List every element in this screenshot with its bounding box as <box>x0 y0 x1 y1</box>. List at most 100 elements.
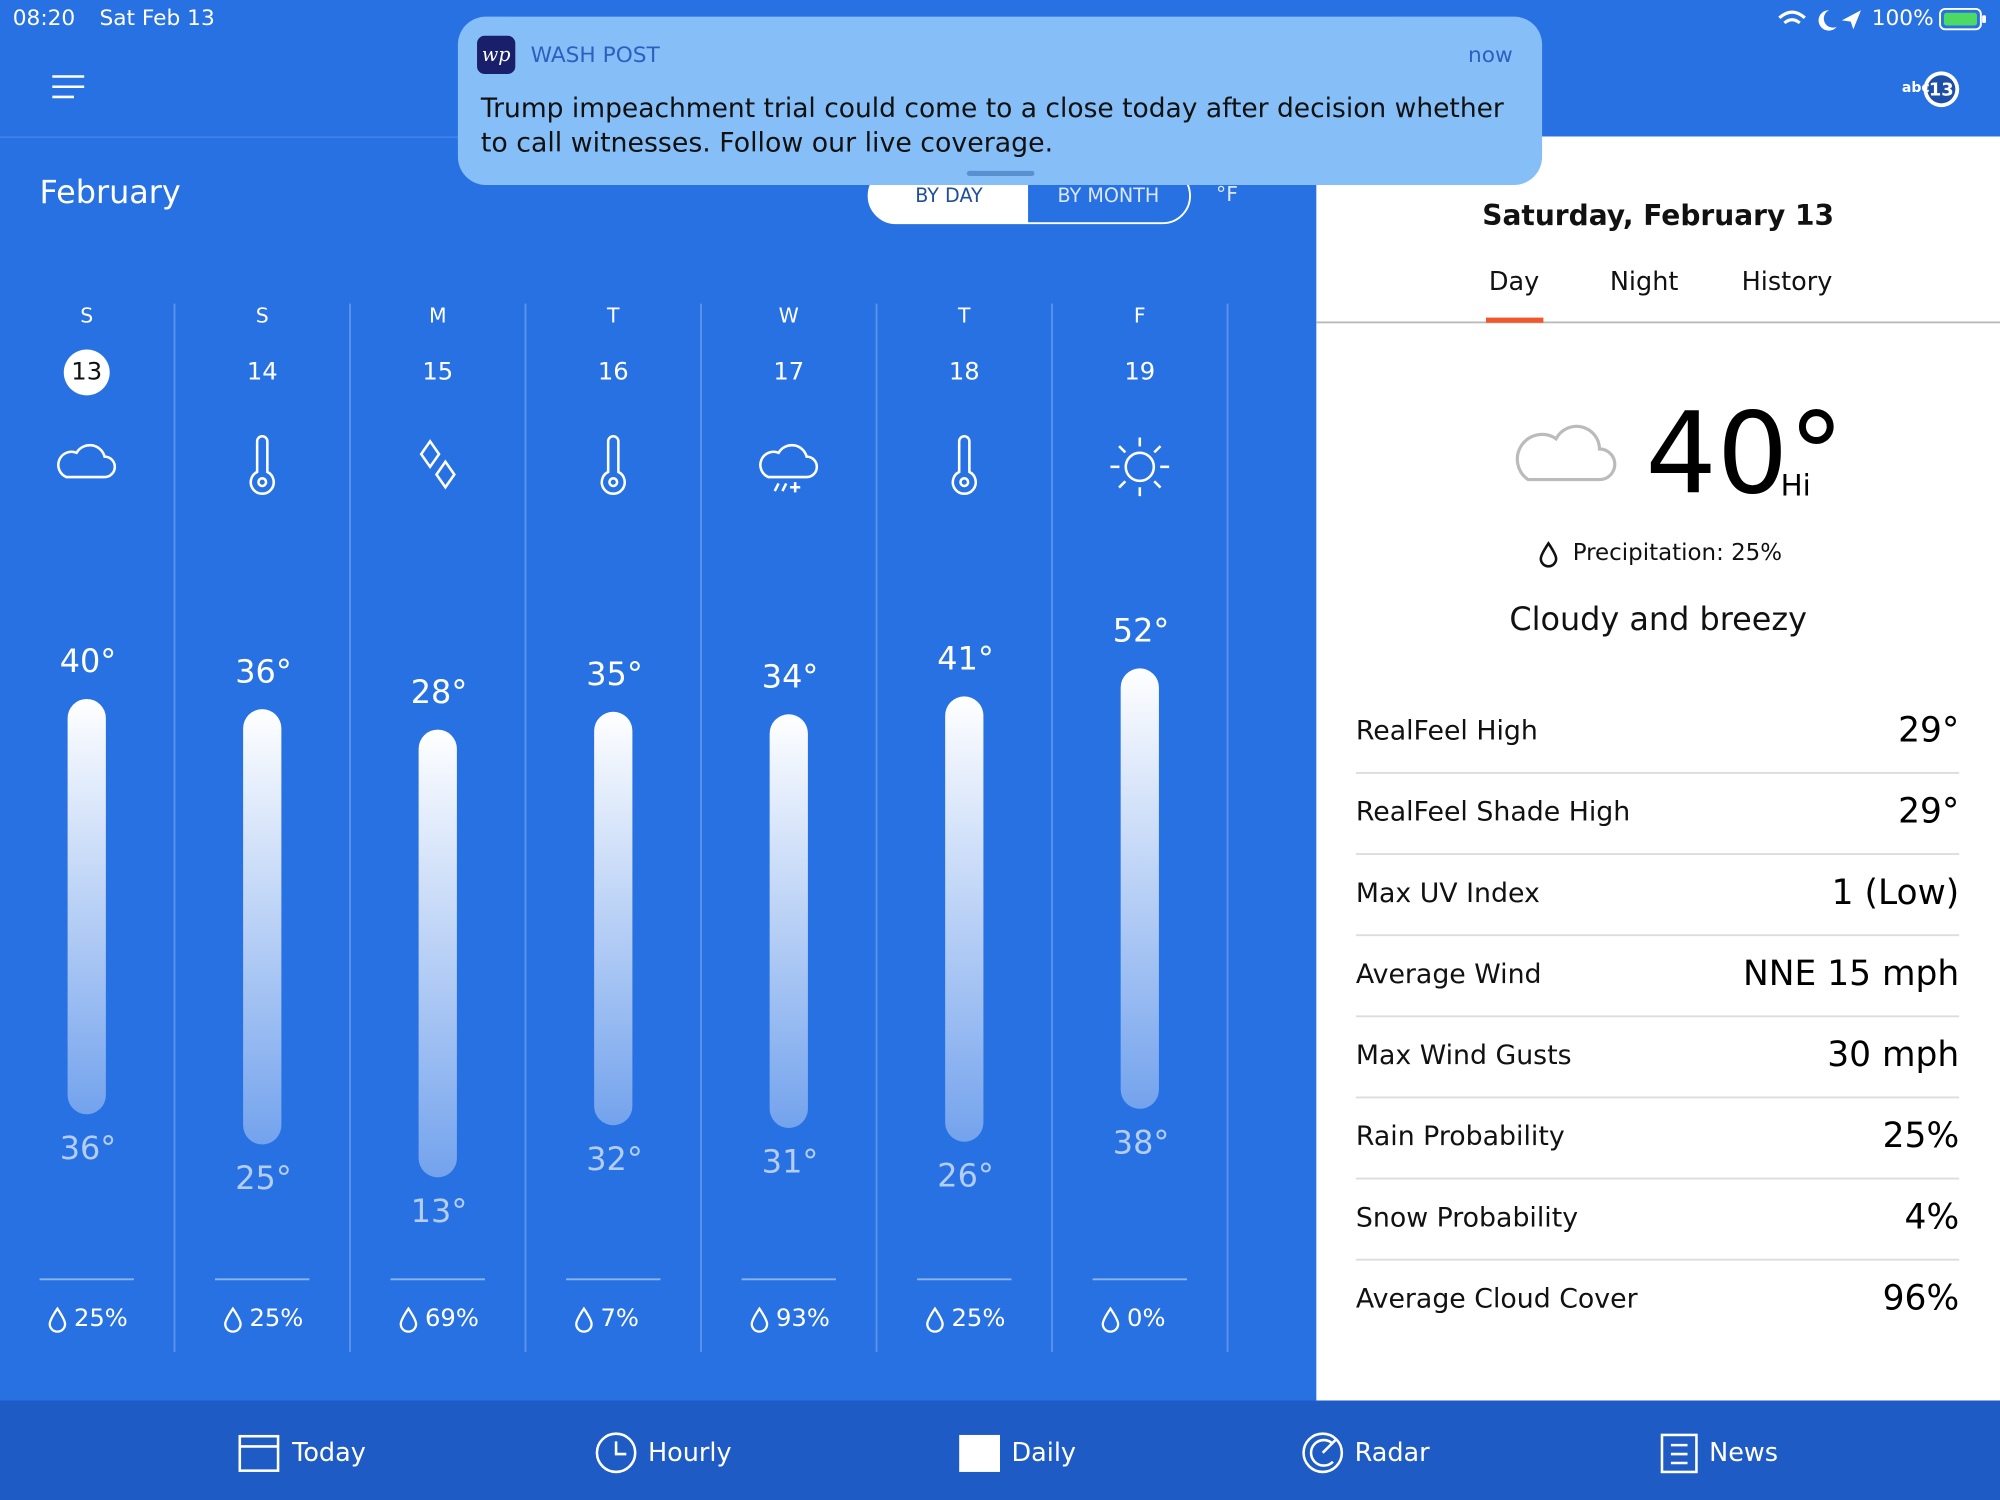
news-icon <box>1670 1443 1688 1465</box>
date: 18 <box>949 357 980 385</box>
today-marker <box>63 349 110 396</box>
row-label: Average Wind <box>1356 959 1542 990</box>
news-icon <box>1660 1433 1698 1474</box>
row-value: NNE 15 mph <box>1743 954 1959 994</box>
row-value: 29° <box>1898 792 1959 832</box>
weather-icon <box>1153 445 1162 454</box>
tab-divider <box>1316 321 2000 324</box>
grabber <box>966 170 1035 177</box>
app-logo-text: wp <box>482 43 511 66</box>
detail-precipitation: Precipitation: 25% <box>1573 540 1782 566</box>
row-value: 29° <box>1898 711 1959 751</box>
weekday: F <box>1134 303 1146 327</box>
date: 19 <box>1124 357 1155 385</box>
tab-history[interactable]: History <box>1742 267 1833 297</box>
toggle-by-month[interactable]: BY MONTH <box>1058 184 1160 207</box>
status-date: Sat Feb 13 <box>99 6 214 31</box>
hourly-icon <box>595 1432 637 1474</box>
weather-icon <box>1118 480 1127 489</box>
row-value: 25% <box>1883 1116 1960 1156</box>
notification[interactable]: wp WASH POST now Trump impeachment trial… <box>457 16 1543 185</box>
row-value: 96% <box>1883 1279 1960 1319</box>
drop-icon <box>48 1306 67 1333</box>
precipitation: 25% <box>74 1304 128 1332</box>
logo-prefix: abc <box>1902 80 1930 96</box>
today-icon <box>238 1434 280 1472</box>
day-columns: S 13 40° 36° 25% S 14 36° 25° 25% M 15 28° 13° 69% T 16 3… <box>39 303 1229 1353</box>
day-column[interactable]: W 17 34° 31° 93% <box>741 303 878 1353</box>
day-column[interactable]: S 14 36° 25° 25% <box>215 303 351 1353</box>
location-icon <box>1841 10 1861 30</box>
drop-icon <box>1101 1306 1120 1333</box>
detail-panel <box>1316 136 2000 1401</box>
tab-icons <box>238 1432 1698 1474</box>
high-temp: 36° <box>235 652 291 690</box>
weather-icon <box>959 477 970 488</box>
precipitation: 25% <box>249 1304 303 1332</box>
low-temp: 13° <box>411 1192 468 1230</box>
detail-title: Saturday, February 13 <box>1482 199 1834 232</box>
tab-labels: Today Hourly Daily Radar News <box>291 1438 1778 1468</box>
high-temp: 28° <box>411 673 468 711</box>
hourly-icon <box>614 1441 627 1456</box>
row-value: 4% <box>1905 1197 1960 1237</box>
day-column[interactable]: T 18 41° 26° 25% <box>917 303 1053 1353</box>
station-logo: abc 13 <box>1902 71 1960 108</box>
tab-underline <box>1485 317 1544 323</box>
low-temp: 25° <box>235 1159 291 1197</box>
weather-icon <box>600 435 626 495</box>
day-column[interactable]: M 15 28° 13° 69% <box>390 303 527 1353</box>
tab-label[interactable]: Hourly <box>648 1438 732 1468</box>
toggle-by-day[interactable]: BY DAY <box>915 184 983 207</box>
drop-icon <box>1539 541 1558 568</box>
weather-icon <box>951 435 977 495</box>
weather-icon <box>249 435 275 495</box>
detail-condition: Cloudy and breezy <box>1509 600 1807 638</box>
tab-night[interactable]: Night <box>1610 267 1679 297</box>
unit-label[interactable]: °F <box>1216 182 1238 206</box>
low-temp: 26° <box>937 1156 994 1194</box>
date: 15 <box>422 357 453 385</box>
drop-icon <box>926 1306 944 1333</box>
notification-card[interactable] <box>457 16 1543 185</box>
tab-label[interactable]: Daily <box>1011 1438 1076 1468</box>
temperature-bar <box>945 696 984 1142</box>
tab-label[interactable]: Today <box>291 1438 366 1468</box>
menu-button[interactable] <box>52 75 85 99</box>
temperature-bar <box>1120 668 1159 1109</box>
weekday: W <box>779 303 799 327</box>
row-label: Max Wind Gusts <box>1356 1040 1572 1071</box>
row-label: RealFeel Shade High <box>1356 797 1630 828</box>
status-time: 08:20 <box>13 6 75 31</box>
detail-temperature: 40° <box>1645 389 1844 519</box>
temperature-bar <box>769 714 808 1128</box>
weather-icon <box>1124 451 1156 483</box>
drop-icon <box>575 1306 593 1333</box>
weekday: T <box>957 303 971 327</box>
weather-icon <box>257 477 268 488</box>
day-column[interactable]: S 13 40° 36° 25% <box>39 303 176 1353</box>
high-temp: 41° <box>937 640 994 678</box>
radar-icon <box>1309 1438 1337 1467</box>
row-label: RealFeel High <box>1356 716 1538 747</box>
notification-line: Trump impeachment trial could come to a … <box>480 93 1504 124</box>
battery-icon <box>1939 7 1986 31</box>
row-value: 30 mph <box>1827 1035 1959 1075</box>
date: 16 <box>598 357 629 385</box>
weather-icon <box>608 477 619 488</box>
battery-text: 100% <box>1872 6 1934 31</box>
logo-number: 13 <box>1929 80 1954 101</box>
tab-label[interactable]: Radar <box>1355 1438 1431 1468</box>
weather-icon <box>1153 480 1162 489</box>
precipitation: 25% <box>952 1304 1006 1332</box>
high-temp: 40° <box>60 642 116 680</box>
tab-day[interactable]: Day <box>1489 267 1539 297</box>
precipitation: 0% <box>1127 1304 1165 1332</box>
weekday: S <box>80 303 93 327</box>
tab-label[interactable]: News <box>1709 1438 1778 1468</box>
day-column[interactable]: T 16 35° 32° 7% <box>566 303 702 1353</box>
weather-icon <box>57 443 116 479</box>
date: 13 <box>71 357 102 385</box>
day-column[interactable]: F 19 52° 38° 0% <box>1092 303 1229 1353</box>
